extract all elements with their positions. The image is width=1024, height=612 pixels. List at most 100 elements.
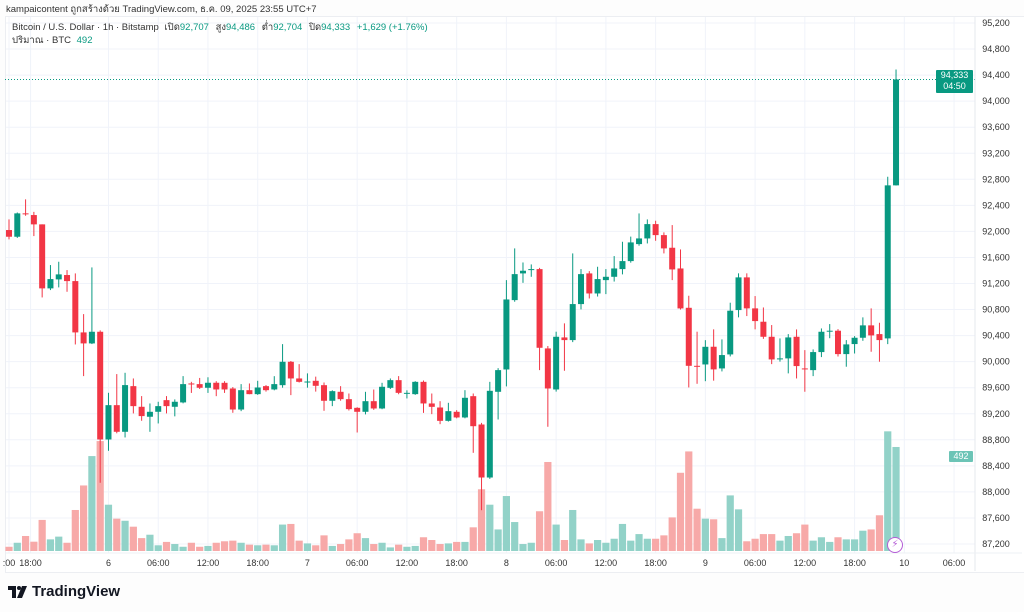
volume-bar	[411, 545, 419, 551]
tradingview-logo[interactable]: TradingView	[8, 583, 120, 600]
volume-bar	[635, 534, 643, 551]
candle-body	[180, 384, 187, 403]
candle-body	[793, 336, 800, 367]
volume-bar	[187, 542, 195, 551]
candle-body	[30, 215, 37, 225]
volume-bar	[328, 545, 336, 551]
volume-bar	[13, 542, 21, 551]
candle-body	[461, 397, 468, 418]
candle-body	[685, 307, 692, 366]
volume-bar	[477, 489, 486, 551]
time-tick-label: 7	[305, 558, 310, 568]
candle-body	[146, 411, 153, 417]
volume-bar	[444, 543, 452, 551]
volume-row: ปริมาณ · BTC 492	[12, 35, 432, 48]
volume-value: 492	[76, 34, 93, 46]
volume-bar	[776, 540, 784, 551]
candle-body	[171, 401, 178, 407]
price-tick-label: 89,600	[982, 383, 1010, 393]
volume-bar	[229, 540, 237, 551]
volume-bar	[121, 520, 129, 551]
volume-bar	[710, 519, 718, 551]
time-tick-label: 06:00	[147, 558, 170, 568]
volume-bar	[511, 522, 519, 551]
price-tick-label: 87,600	[982, 513, 1010, 523]
candle-body	[354, 407, 361, 412]
volume-bar	[104, 504, 113, 551]
volume-bar	[461, 541, 469, 551]
candle-body	[818, 331, 825, 353]
time-tick-label: 18:00	[246, 558, 269, 568]
candle-body	[72, 281, 79, 333]
volume-bar	[494, 529, 502, 551]
bar-countdown: 04:50	[943, 81, 966, 91]
candle-body	[254, 387, 261, 395]
volume-bar	[220, 541, 229, 551]
candle-body	[743, 277, 750, 309]
candle-body	[768, 336, 775, 360]
volume-bar	[370, 544, 378, 551]
candle-body	[453, 411, 460, 418]
price-tick-label: 88,400	[982, 461, 1010, 471]
volume-bar	[254, 545, 262, 551]
candle-body	[370, 401, 377, 409]
candlestick-chart[interactable]: 95,200 94,800 94,400 94,000 93,600 93,200 92,8…	[0, 0, 1024, 575]
volume-bar	[46, 539, 55, 551]
time-tick-label: 12:00	[396, 558, 419, 568]
logo-text: TradingView	[32, 583, 121, 600]
price-tick-label: 87,200	[982, 539, 1010, 549]
candles	[6, 69, 900, 511]
candle-body	[876, 334, 883, 341]
volume-bar	[312, 545, 320, 551]
candle-body	[503, 299, 510, 370]
time-tick-label: :00	[3, 558, 16, 568]
lightning-icon[interactable]: ⚡	[887, 537, 903, 553]
candle-body	[213, 382, 220, 390]
volume-bar	[660, 535, 668, 551]
candle-body	[611, 268, 618, 277]
volume-bar	[569, 509, 577, 551]
volume-bar	[245, 544, 254, 551]
candle-body	[544, 348, 551, 389]
candle-body	[229, 388, 236, 410]
candle-body	[760, 321, 767, 337]
volume-bar	[701, 518, 709, 551]
volume-bar	[627, 540, 635, 551]
candle-body	[602, 276, 609, 281]
chart-attribution: kampaicontent ถูกสร้างด้วย TradingView.c…	[6, 4, 317, 15]
low-label: ต่ำ	[261, 22, 274, 33]
price-tick-label: 90,800	[982, 305, 1010, 315]
volume-bar	[303, 543, 312, 551]
candle-body	[694, 365, 701, 367]
volume-bar	[842, 539, 850, 551]
candle-body	[669, 247, 676, 270]
volume-bar	[875, 515, 884, 551]
low-value: 92,704	[273, 22, 303, 33]
volume-bar	[403, 546, 411, 551]
volume-bar	[129, 526, 137, 551]
volume-bar	[162, 541, 171, 551]
candle-body	[287, 361, 294, 379]
volume-bar	[21, 535, 30, 551]
candle-body	[105, 405, 112, 440]
candle-body	[6, 230, 12, 237]
candle-body	[586, 273, 593, 294]
volume-bar	[826, 541, 834, 551]
candle-body	[437, 407, 444, 421]
price-tick-label: 92,400	[982, 200, 1010, 210]
time-axis: :00 18:00 6 06:00 12:00 18:00 7 06:00 12:00 18:00…	[3, 552, 1022, 568]
volume-bar	[419, 537, 428, 551]
candle-body	[619, 261, 626, 270]
volume-bar	[113, 518, 121, 551]
candle-body	[64, 275, 71, 282]
candle-body	[627, 242, 634, 262]
candle-body	[868, 325, 875, 336]
volume-label[interactable]: ปริมาณ · BTC	[12, 34, 71, 46]
candle-body	[636, 238, 643, 245]
price-tick-label: 88,800	[982, 435, 1010, 445]
candle-body	[14, 213, 21, 237]
candle-body	[403, 392, 410, 394]
volume-bar	[138, 538, 146, 551]
symbol-title[interactable]: Bitcoin / U.S. Dollar · 1h · Bitstamp	[12, 22, 159, 33]
volume-bar	[676, 472, 685, 551]
